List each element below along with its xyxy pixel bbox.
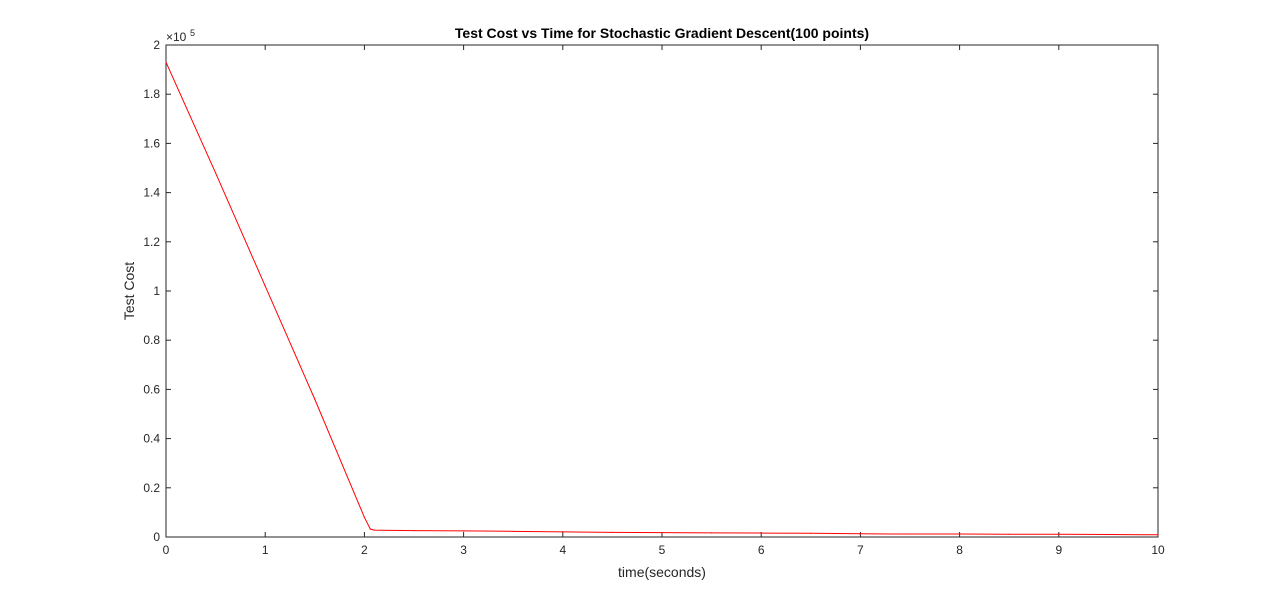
data-point [661,531,663,534]
y-tick-label: 0.6 [143,382,160,396]
y-axis-label: Test Cost [121,262,137,320]
data-point [1107,533,1109,536]
y-tick-label: 0 [153,530,160,544]
chart-title: Test Cost vs Time for Stochastic Gradien… [455,25,869,41]
y-tick-label: 2 [153,38,160,52]
x-tick-label: 0 [163,543,170,557]
x-tick-label: 4 [559,543,566,557]
y-tick-label: 0.4 [143,432,160,446]
data-point [711,532,713,534]
data-point [959,533,961,535]
y-axis-ticks: 0 0.2 0.4 0.6 0.8 1 1.2 1.4 1.6 1.8 2 [143,38,1158,544]
data-point [369,528,371,530]
data-point [413,530,415,532]
data-point [314,398,316,400]
data-point [1008,533,1010,535]
data-point [1058,533,1060,535]
data-point [859,533,862,535]
data-point [562,531,564,533]
data-point [264,285,266,287]
data-point [463,530,465,532]
y-tick-label: 0.8 [143,333,160,347]
x-tick-label: 7 [857,543,864,557]
x-tick-label: 5 [659,543,666,557]
data-point [611,531,614,533]
x-axis-label: time(seconds) [618,564,706,580]
y-axis-exponent-base: ×10 [166,30,187,44]
data-point [512,530,514,532]
data-point [215,172,217,174]
y-tick-label: 1.2 [143,235,160,249]
x-tick-label: 3 [460,543,467,557]
x-tick-label: 9 [1055,543,1062,557]
y-tick-label: 0.2 [143,481,160,495]
data-point [373,529,375,531]
x-axis-ticks: 0 1 2 3 4 5 6 7 8 9 10 [163,45,1165,557]
plot-area [165,44,1159,538]
x-tick-label: 2 [361,543,368,557]
data-point [909,533,911,535]
data-point [165,61,167,63]
x-tick-label: 10 [1151,543,1165,557]
x-tick-label: 8 [956,543,963,557]
y-axis-exponent-power: 5 [190,28,195,38]
series-layer [165,61,1159,536]
data-point [810,532,812,534]
data-point [1157,534,1159,536]
y-axis-exponent: ×10 5 [166,28,195,44]
data-point [363,516,365,518]
x-tick-label: 1 [262,543,269,557]
data-point [760,532,762,534]
y-tick-label: 1.4 [143,186,160,200]
y-tick-label: 1.8 [143,87,160,101]
x-tick-label: 6 [758,543,765,557]
y-tick-label: 1 [153,284,160,298]
y-tick-label: 1.6 [143,136,160,150]
